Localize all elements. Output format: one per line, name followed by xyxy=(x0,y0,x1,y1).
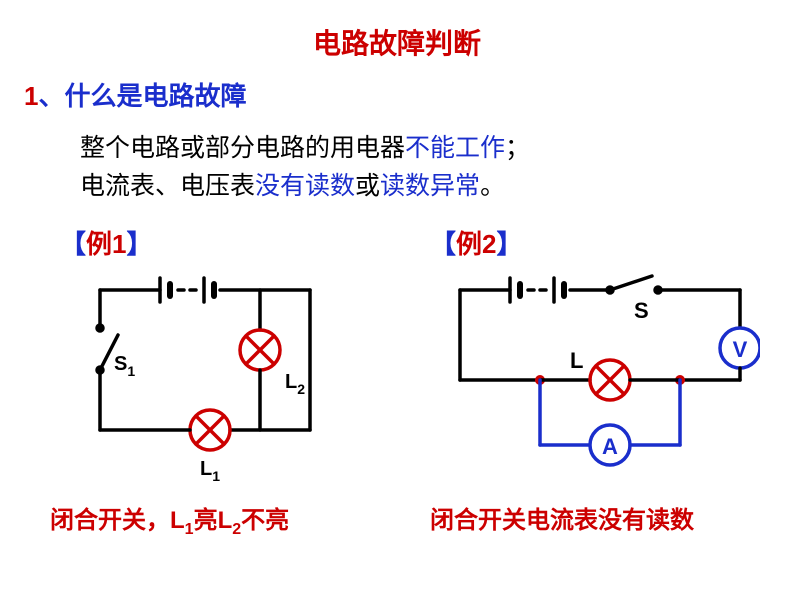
svg-text:L1: L1 xyxy=(200,458,220,484)
bracket: 【 xyxy=(60,229,86,259)
example-2-caption: 闭合开关电流表没有读数 xyxy=(430,500,694,535)
seg: 。 xyxy=(480,172,505,200)
example-2-label: 【例2】 xyxy=(430,224,523,261)
example-1-caption: 闭合开关，L1亮L2不亮 xyxy=(50,500,289,539)
circuit-diagram-1: S1 L2 L1 xyxy=(70,270,340,490)
heading-text: 、什么是电路故障 xyxy=(38,81,246,111)
section-heading: 1、什么是电路故障 xyxy=(24,76,246,113)
circuit-diagram-2: V A xyxy=(440,270,760,480)
seg: 整个电路或部分电路的用电器 xyxy=(80,134,405,162)
cap-sub: 2 xyxy=(232,521,241,538)
bracket: 】 xyxy=(496,229,522,259)
svg-text:S1: S1 xyxy=(114,353,135,379)
cap-seg: 不亮 xyxy=(241,507,289,534)
body-line-2: 电流表、电压表没有读数或读数异常。 xyxy=(80,166,505,202)
bracket: 】 xyxy=(126,229,152,259)
cap-seg: 闭合开关电流表没有读数 xyxy=(430,507,694,534)
body-line-1: 整个电路或部分电路的用电器不能工作； xyxy=(80,128,530,164)
cap-seg: 亮L xyxy=(194,507,233,534)
svg-text:L: L xyxy=(570,348,583,373)
seg: 读数异常 xyxy=(380,172,480,200)
seg: 没有读数 xyxy=(255,172,355,200)
seg: 或 xyxy=(355,172,380,200)
seg: 电流表、电压表 xyxy=(80,172,255,200)
seg: 不能工作 xyxy=(405,134,505,162)
ex-text: 例2 xyxy=(456,229,496,259)
svg-text:V: V xyxy=(733,337,748,362)
heading-number: 1 xyxy=(24,81,38,111)
svg-text:A: A xyxy=(602,434,618,459)
cap-seg: 闭合开关，L xyxy=(50,507,185,534)
svg-text:L2: L2 xyxy=(285,371,305,397)
bracket: 【 xyxy=(430,229,456,259)
seg: ； xyxy=(505,134,530,162)
page-title: 电路故障判断 xyxy=(0,22,794,62)
example-1-label: 【例1】 xyxy=(60,224,153,261)
ex-text: 例1 xyxy=(86,229,126,259)
cap-sub: 1 xyxy=(185,521,194,538)
svg-text:S: S xyxy=(634,298,649,323)
